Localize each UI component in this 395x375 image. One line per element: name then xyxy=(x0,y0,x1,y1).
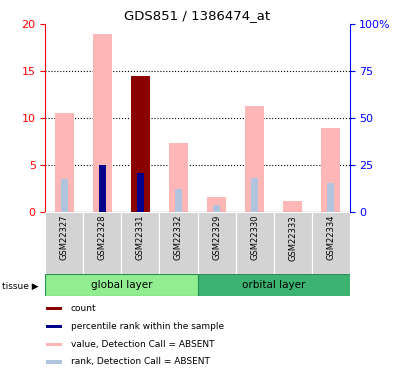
Bar xyxy=(321,128,340,212)
Bar xyxy=(93,34,112,212)
Bar xyxy=(198,212,235,274)
Bar xyxy=(273,212,312,274)
Bar xyxy=(137,172,144,212)
Text: rank, Detection Call = ABSENT: rank, Detection Call = ABSENT xyxy=(71,357,210,366)
Bar xyxy=(312,212,350,274)
Bar xyxy=(47,307,62,310)
Bar xyxy=(45,274,198,296)
Text: GSM22331: GSM22331 xyxy=(136,215,145,261)
Bar xyxy=(61,179,68,212)
Bar xyxy=(283,201,302,212)
Text: GSM22334: GSM22334 xyxy=(326,215,335,261)
Text: GSM22330: GSM22330 xyxy=(250,215,259,261)
Bar xyxy=(131,76,150,212)
Bar xyxy=(83,212,122,274)
Bar xyxy=(55,113,74,212)
Text: GSM22329: GSM22329 xyxy=(212,215,221,260)
Bar xyxy=(207,197,226,212)
Bar xyxy=(251,178,258,212)
Text: global layer: global layer xyxy=(91,280,152,290)
Bar xyxy=(99,165,106,212)
Bar xyxy=(235,212,274,274)
Text: tissue ▶: tissue ▶ xyxy=(2,282,39,291)
Title: GDS851 / 1386474_at: GDS851 / 1386474_at xyxy=(124,9,271,22)
Bar xyxy=(47,325,62,328)
Bar xyxy=(327,183,334,212)
Text: count: count xyxy=(71,304,96,313)
Text: GSM22332: GSM22332 xyxy=(174,215,183,261)
Bar xyxy=(47,343,62,346)
Text: percentile rank within the sample: percentile rank within the sample xyxy=(71,322,224,331)
Bar xyxy=(47,360,62,364)
Bar xyxy=(122,212,160,274)
Bar xyxy=(213,206,220,212)
Bar xyxy=(245,106,264,212)
Bar xyxy=(175,189,182,212)
Text: GSM22327: GSM22327 xyxy=(60,215,69,261)
Bar xyxy=(160,212,198,274)
Text: value, Detection Call = ABSENT: value, Detection Call = ABSENT xyxy=(71,340,214,349)
Text: orbital layer: orbital layer xyxy=(242,280,305,290)
Text: GSM22333: GSM22333 xyxy=(288,215,297,261)
Bar xyxy=(198,274,350,296)
Bar xyxy=(45,212,83,274)
Text: GSM22328: GSM22328 xyxy=(98,215,107,261)
Bar xyxy=(169,144,188,212)
